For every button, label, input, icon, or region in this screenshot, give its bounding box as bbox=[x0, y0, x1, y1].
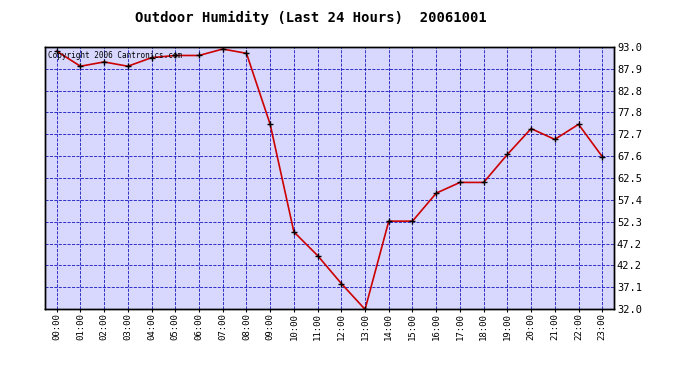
Text: Copyright 2006 Cantronics.com: Copyright 2006 Cantronics.com bbox=[48, 51, 182, 60]
Text: Outdoor Humidity (Last 24 Hours)  20061001: Outdoor Humidity (Last 24 Hours) 2006100… bbox=[135, 11, 486, 26]
